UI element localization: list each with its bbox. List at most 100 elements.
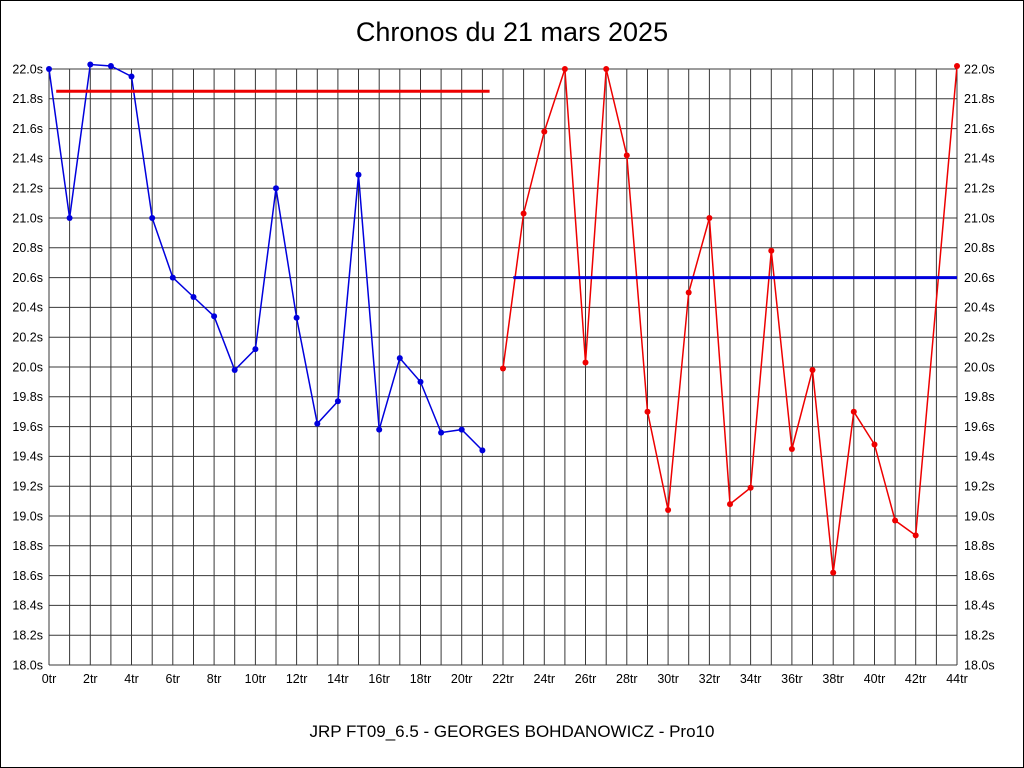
x-tick-label: 12tr — [286, 672, 308, 686]
data-point-serie-bleue — [479, 447, 486, 454]
x-tick-label: 20tr — [451, 672, 473, 686]
data-point-serie-bleue — [293, 314, 300, 321]
data-point-serie-rouge — [706, 215, 713, 221]
x-tick-label: 44tr — [946, 672, 968, 686]
data-point-serie-bleue — [417, 378, 424, 385]
data-point-serie-bleue — [231, 367, 238, 373]
x-tick-label: 32tr — [699, 672, 721, 686]
x-tick-label: 26tr — [575, 672, 597, 686]
y-tick-label-left: 19.8s — [12, 390, 43, 404]
y-tick-label-right: 18.8s — [964, 539, 995, 553]
x-tick-label: 10tr — [245, 672, 267, 686]
data-point-serie-bleue — [252, 346, 259, 353]
y-tick-label-right: 19.4s — [964, 450, 995, 464]
data-point-serie-bleue — [458, 426, 465, 433]
y-tick-label-left: 20.6s — [12, 271, 43, 285]
x-tick-label: 16tr — [368, 672, 390, 686]
y-tick-label-right: 18.6s — [964, 569, 995, 583]
x-tick-label: 4tr — [124, 672, 139, 686]
data-point-serie-bleue — [334, 398, 341, 405]
y-tick-label-right: 20.0s — [964, 360, 995, 374]
series-line-serie-bleue — [48, 63, 483, 451]
y-tick-label-left: 18.6s — [12, 569, 43, 583]
data-point-serie-rouge — [541, 128, 548, 135]
data-point-serie-bleue — [396, 355, 403, 362]
data-point-serie-bleue — [107, 63, 114, 69]
y-tick-label-left: 18.2s — [12, 629, 43, 643]
y-tick-label-right: 21.4s — [964, 152, 995, 166]
y-tick-label-right: 19.2s — [964, 480, 995, 494]
data-point-serie-bleue — [355, 171, 362, 178]
data-point-serie-bleue — [128, 73, 135, 80]
y-tick-label-left: 18.8s — [12, 539, 43, 553]
data-point-serie-rouge — [561, 66, 568, 72]
x-tick-label: 30tr — [657, 672, 679, 686]
y-tick-label-left: 21.0s — [12, 211, 43, 225]
y-tick-label-left: 20.0s — [12, 360, 43, 374]
x-tick-label: 40tr — [864, 672, 886, 686]
y-tick-label-right: 22.0s — [964, 62, 995, 76]
data-point-serie-rouge — [727, 501, 733, 508]
y-tick-label-left: 19.4s — [12, 450, 43, 464]
y-tick-label-left: 18.4s — [12, 599, 43, 613]
x-tick-label: 8tr — [207, 672, 222, 686]
y-tick-label-right: 18.4s — [964, 599, 995, 613]
data-point-serie-bleue — [169, 274, 176, 281]
y-tick-label-left: 21.4s — [12, 152, 43, 166]
data-point-serie-rouge — [768, 247, 775, 254]
data-point-serie-bleue — [211, 313, 218, 320]
data-point-serie-rouge — [500, 365, 506, 372]
data-point-serie-bleue — [87, 61, 94, 68]
x-tick-label: 42tr — [905, 672, 927, 686]
y-tick-label-right: 21.0s — [964, 211, 995, 225]
y-tick-label-right: 21.2s — [964, 182, 995, 196]
chart-caption: JRP FT09_6.5 - GEORGES BOHDANOWICZ - Pro… — [309, 722, 715, 741]
data-point-serie-rouge — [603, 66, 610, 72]
data-point-serie-rouge — [850, 408, 857, 415]
x-tick-label: 24tr — [534, 672, 556, 686]
data-point-serie-rouge — [830, 569, 837, 576]
y-tick-label-left: 21.8s — [12, 92, 43, 106]
data-point-serie-rouge — [623, 152, 630, 159]
y-tick-label-left: 20.8s — [12, 241, 43, 255]
y-tick-label-left: 21.6s — [12, 122, 43, 136]
data-point-serie-bleue — [438, 429, 445, 436]
y-tick-label-left: 22.0s — [12, 62, 43, 76]
data-point-serie-rouge — [788, 446, 795, 452]
x-tick-label: 36tr — [781, 672, 803, 686]
data-point-serie-bleue — [190, 294, 197, 300]
y-tick-label-right: 20.6s — [964, 271, 995, 285]
y-tick-label-right: 18.0s — [964, 658, 995, 672]
data-point-serie-rouge — [954, 63, 960, 69]
x-tick-label: 6tr — [166, 672, 181, 686]
y-tick-label-right: 21.8s — [964, 92, 995, 106]
y-tick-label-right: 19.8s — [964, 390, 995, 404]
data-point-serie-rouge — [644, 408, 651, 415]
y-tick-label-right: 18.2s — [964, 629, 995, 643]
x-tick-label: 2tr — [83, 672, 98, 686]
x-tick-label: 18tr — [410, 672, 432, 686]
y-tick-label-right: 19.6s — [964, 420, 995, 434]
y-tick-label-right: 20.8s — [964, 241, 995, 255]
data-point-serie-bleue — [46, 66, 52, 72]
x-tick-label: 28tr — [616, 672, 638, 686]
y-tick-label-right: 19.0s — [964, 509, 995, 523]
y-tick-label-left: 21.2s — [12, 182, 43, 196]
data-point-serie-bleue — [149, 215, 156, 221]
y-tick-label-right: 20.2s — [964, 331, 995, 345]
data-point-serie-bleue — [376, 426, 383, 433]
x-tick-label: 14tr — [327, 672, 349, 686]
chart-title: Chronos du 21 mars 2025 — [355, 17, 669, 47]
data-point-serie-bleue — [314, 420, 321, 427]
y-tick-label-left: 20.2s — [12, 331, 43, 345]
data-point-serie-rouge — [747, 484, 754, 491]
data-point-serie-rouge — [809, 367, 816, 373]
data-point-serie-rouge — [685, 289, 692, 296]
series-line-serie-rouge — [502, 65, 958, 573]
data-point-serie-rouge — [892, 517, 899, 524]
y-tick-label-left: 18.0s — [12, 658, 43, 672]
data-point-serie-bleue — [66, 215, 73, 221]
